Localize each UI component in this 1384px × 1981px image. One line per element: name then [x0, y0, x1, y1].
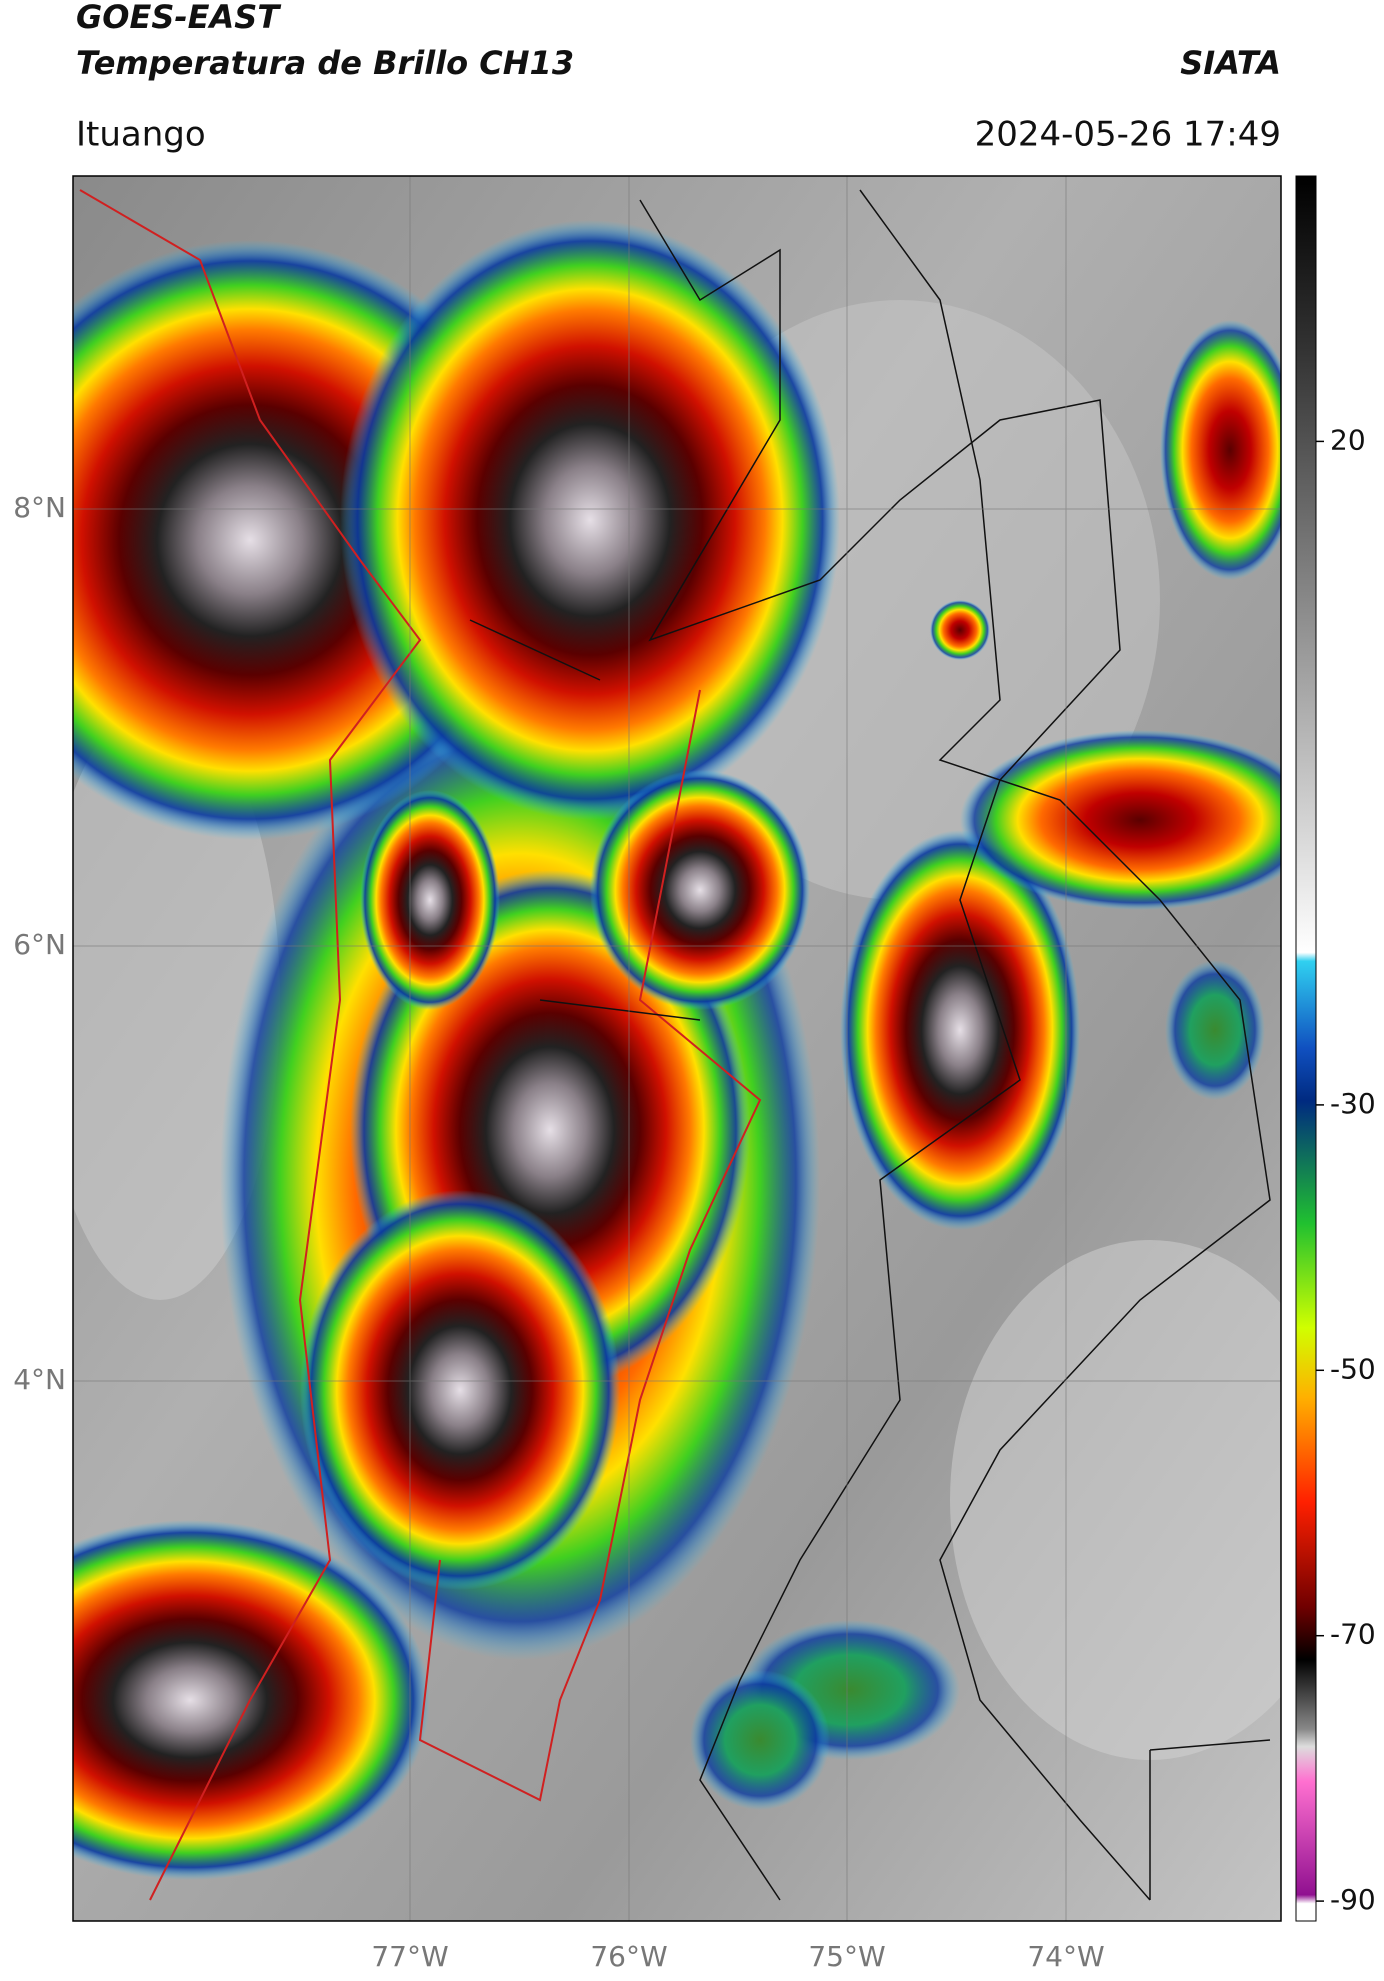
satellite: GOES-EAST [76, 0, 281, 36]
satellite-image [73, 176, 1281, 1921]
colorbar-tick-label: -30 [1330, 1087, 1376, 1120]
lon-label: 75°W [808, 1940, 885, 1973]
datetime: 2024-05-26 17:49 [975, 115, 1281, 155]
lon-label: 76°W [590, 1940, 667, 1973]
colorbar-ticks: 20 -30 -50 -70 -90 [1316, 423, 1376, 1916]
colorbar-tick-label: -70 [1330, 1618, 1376, 1651]
lat-label: 8°N [13, 491, 66, 524]
map-frame [72, 175, 1282, 1922]
lon-label: 74°W [1027, 1940, 1104, 1973]
lon-label: 77°W [371, 1940, 448, 1973]
lat-label: 4°N [13, 1363, 66, 1396]
colorbar-tick-label: -50 [1330, 1352, 1376, 1385]
lat-label: 6°N [13, 928, 66, 961]
colorbar [1295, 175, 1317, 1922]
product: Temperatura de Brillo CH13 [76, 44, 574, 82]
colorbar-tick-label: -90 [1330, 1883, 1376, 1916]
colorbar-tick-label: 20 [1330, 423, 1366, 456]
agency: SIATA [1180, 44, 1281, 82]
region: Ituango [76, 115, 206, 155]
